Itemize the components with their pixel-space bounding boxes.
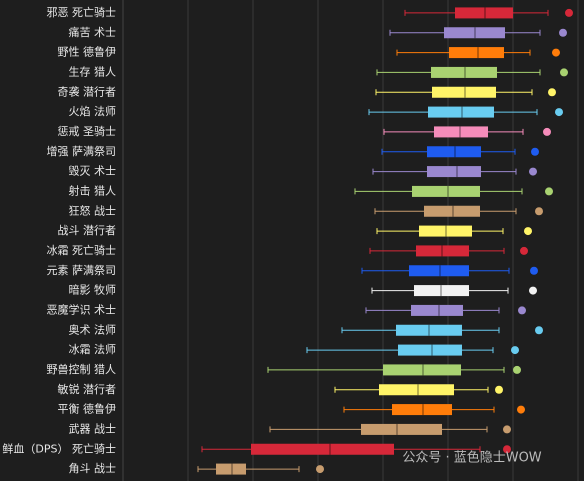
box — [216, 463, 246, 475]
outlier — [548, 88, 556, 97]
outlier — [530, 266, 538, 275]
box — [398, 344, 462, 356]
box — [427, 146, 481, 158]
box — [412, 185, 480, 197]
watermark: 公众号 · 蓝色隐士WOW — [402, 450, 541, 466]
box — [427, 166, 481, 178]
y-tick-label: 增强 萨满祭司 — [47, 144, 117, 158]
outlier — [503, 445, 511, 454]
y-tick-label: 敏锐 潜行者 — [58, 382, 117, 396]
outlier — [513, 365, 521, 374]
box — [424, 205, 480, 217]
outlier — [529, 167, 537, 176]
y-tick-label: 火焰 法师 — [69, 104, 117, 118]
box — [449, 47, 504, 59]
y-tick-label: 狂怒 战士 — [69, 203, 117, 217]
y-tick-label: 暗影 牧师 — [69, 283, 117, 297]
y-tick-label: 邪恶 死亡骑士 — [47, 5, 117, 19]
y-tick-label: 奥术 法师 — [69, 322, 117, 336]
y-tick-label: 奇袭 潜行者 — [58, 84, 117, 98]
box — [434, 126, 488, 138]
box — [396, 324, 462, 336]
box — [383, 364, 461, 376]
outlier — [535, 207, 543, 216]
outlier — [543, 127, 551, 136]
y-tick-label: 鲜血（DPS） 死亡骑士 — [2, 441, 116, 455]
box — [432, 86, 496, 98]
outlier — [565, 8, 573, 17]
y-tick-label: 野性 德鲁伊 — [58, 45, 117, 59]
outlier — [560, 68, 568, 77]
outlier — [545, 187, 553, 196]
outlier — [503, 425, 511, 434]
y-tick-label: 角斗 战士 — [69, 462, 117, 475]
box — [444, 27, 505, 39]
y-tick-label: 元素 萨满祭司 — [47, 264, 117, 277]
box — [411, 304, 463, 316]
box — [455, 7, 513, 19]
box — [361, 423, 442, 435]
outlier — [555, 108, 563, 117]
outlier — [535, 326, 543, 335]
outlier — [531, 147, 539, 156]
box — [251, 443, 394, 455]
box — [392, 404, 452, 416]
box — [431, 66, 497, 78]
y-tick-label: 毁灭 术士 — [69, 164, 117, 178]
y-tick-label: 惩戒 圣骑士 — [58, 125, 117, 138]
outlier — [524, 227, 532, 236]
box — [419, 225, 472, 237]
box — [414, 285, 469, 297]
y-tick-label: 生存 猎人 — [69, 64, 117, 78]
y-tick-label: 武器 战士 — [69, 422, 117, 435]
outlier — [316, 465, 324, 474]
box — [428, 106, 494, 118]
outlier — [552, 48, 560, 57]
y-tick-label: 痛苦 术士 — [69, 25, 117, 39]
box — [416, 245, 469, 257]
outlier — [517, 405, 525, 414]
box — [409, 265, 469, 277]
y-tick-label: 射击 猎人 — [69, 183, 117, 197]
outlier — [495, 385, 503, 394]
y-tick-label: 恶魔学识 术士 — [47, 302, 117, 316]
outlier — [559, 28, 567, 37]
y-tick-label: 平衡 德鲁伊 — [58, 402, 117, 416]
outlier — [529, 286, 537, 295]
y-tick-label: 冰霜 死亡骑士 — [47, 243, 117, 257]
outlier — [518, 306, 526, 315]
y-tick-label: 战斗 潜行者 — [58, 223, 117, 237]
box — [379, 384, 454, 396]
outlier — [511, 346, 519, 355]
y-tick-label: 野兽控制 猎人 — [47, 362, 117, 376]
outlier — [520, 246, 528, 255]
y-tick-label: 冰霜 法师 — [69, 342, 117, 356]
